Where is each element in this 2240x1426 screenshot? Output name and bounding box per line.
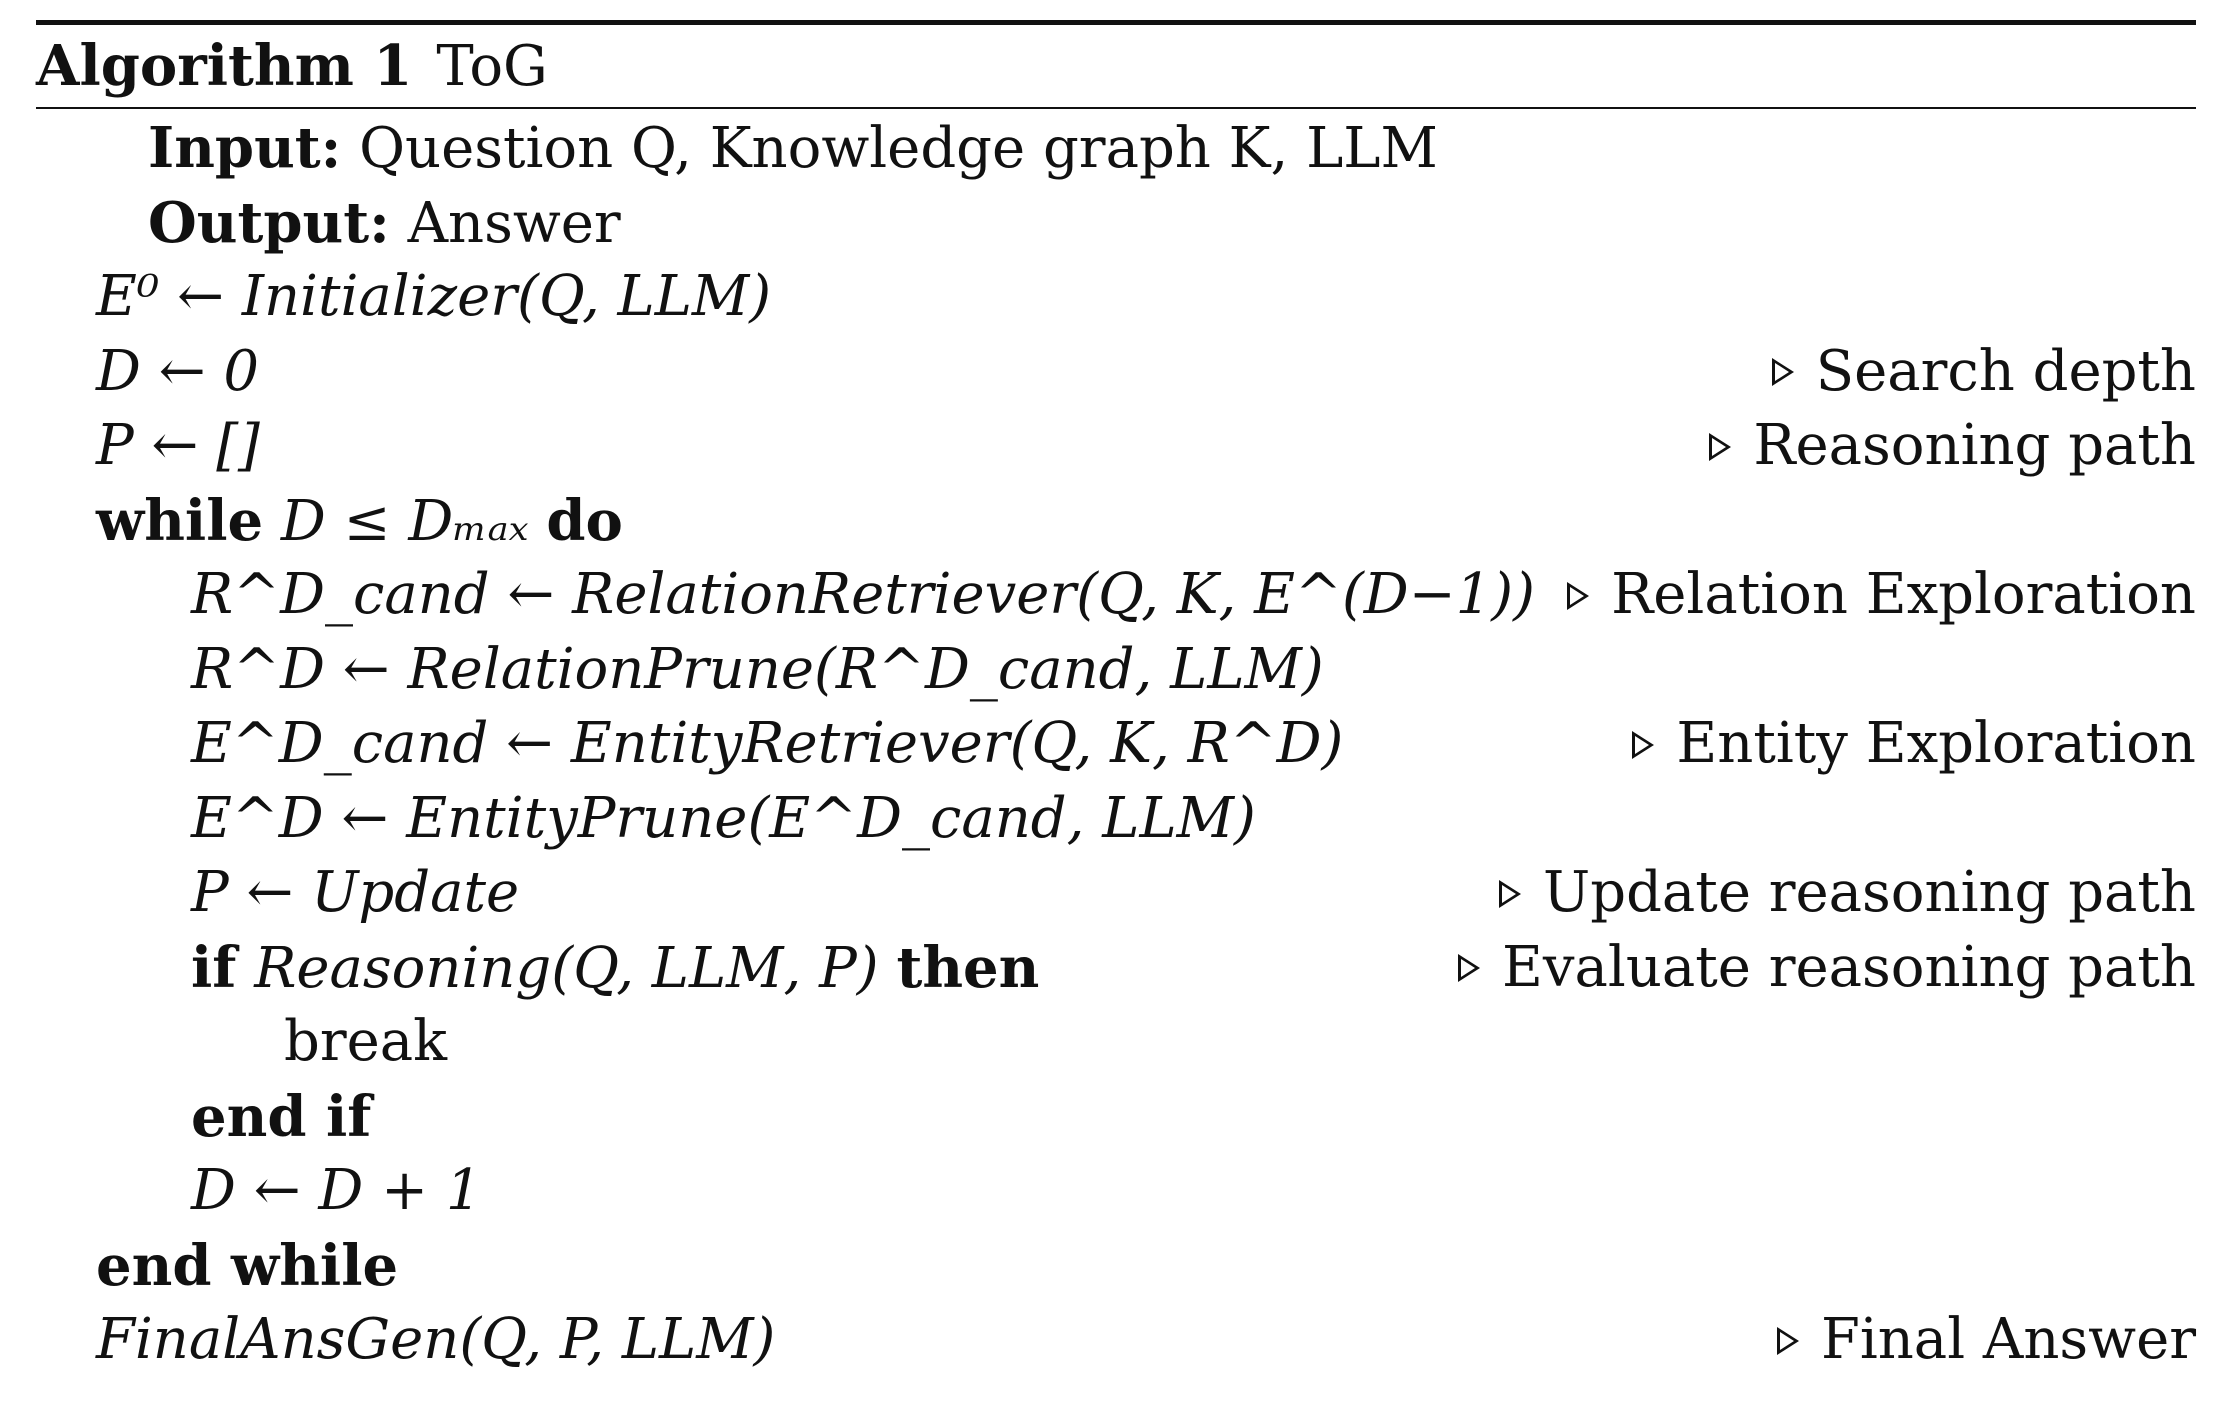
line-relation-prune: R^D ← RelationPrune(R^D_cand, LLM) (36, 633, 2196, 708)
line-break-text: break (284, 1009, 448, 1074)
line-if: if Reasoning(Q, LLM, P) then Evaluate re… (36, 931, 2196, 1006)
algorithm-label: Algorithm 1 (36, 33, 413, 99)
line-entity-prune-text: E^D ← EntityPrune(E^D_cand, LLM) (191, 785, 1256, 851)
comment-update-path: Update reasoning path (1499, 856, 2196, 931)
line-relation-retriever: R^D_cand ← RelationRetriever(Q, K, E^(D−… (36, 558, 2196, 633)
comment-triangle-icon (1458, 954, 1481, 982)
input-label: Input: (148, 115, 342, 181)
while-condition: D ≤ Dₘₐₓ (280, 488, 529, 554)
line-initializer-text: E⁰ ← Initializer(Q, LLM) (96, 264, 772, 329)
comment-triangle-icon (1771, 358, 1794, 386)
line-end-if: end if (36, 1080, 2196, 1155)
output-label: Output: (148, 189, 390, 256)
keyword-end-while: end while (96, 1232, 399, 1299)
line-entity-prune: E^D ← EntityPrune(E^D_cand, LLM) (36, 782, 2196, 857)
comment-search-depth: Search depth (1771, 335, 2196, 410)
input-text: Question Q, Knowledge graph K, LLM (359, 116, 1438, 181)
keyword-do: do (546, 487, 623, 554)
comment-entity-exploration: Entity Exploration (1632, 707, 2196, 782)
line-entity-retriever: E^D_cand ← EntityRetriever(Q, K, R^D) En… (36, 707, 2196, 782)
line-initializer: E⁰ ← Initializer(Q, LLM) (36, 260, 2196, 335)
algorithm-lines: Input: Question Q, Knowledge graph K, LL… (36, 111, 2196, 1378)
comment-triangle-icon (1776, 1326, 1799, 1355)
line-end-while: end while (36, 1229, 2196, 1304)
line-entity-retriever-text: E^D_cand ← EntityRetriever(Q, K, R^D) (191, 711, 1344, 776)
line-depth-increment: D ← D + 1 (36, 1154, 2196, 1229)
if-condition: Reasoning(Q, LLM, P) (254, 935, 879, 1001)
line-update: P ← Update Update reasoning path (36, 856, 2196, 931)
line-update-text: P ← Update (191, 860, 520, 925)
keyword-end-if: end if (191, 1083, 372, 1150)
comment-final-answer: Final Answer (1776, 1303, 2196, 1378)
input-line: Input: Question Q, Knowledge graph K, LL… (36, 111, 2196, 186)
line-relation-retriever-text: R^D_cand ← RelationRetriever(Q, K, E^(D−… (191, 562, 1535, 627)
output-text: Answer (407, 190, 621, 256)
title-rule (36, 107, 2196, 109)
algorithm-name: ToG (436, 33, 548, 99)
comment-triangle-icon (1632, 730, 1655, 759)
comment-triangle-icon (1709, 432, 1732, 461)
comment-evaluate-path: Evaluate reasoning path (1458, 931, 2196, 1006)
algorithm-title: Algorithm 1 ToG (36, 25, 2196, 107)
comment-relation-exploration: Relation Exploration (1567, 558, 2196, 633)
line-relation-prune-text: R^D ← RelationPrune(R^D_cand, LLM) (191, 636, 1324, 702)
comment-triangle-icon (1499, 879, 1522, 908)
comment-reasoning-path: Reasoning path (1709, 409, 2196, 484)
keyword-while: while (96, 487, 264, 554)
algorithm-block: Algorithm 1 ToG Input: Question Q, Knowl… (36, 20, 2196, 1378)
keyword-if: if (191, 934, 237, 1001)
line-break: break (36, 1005, 2196, 1080)
comment-triangle-icon (1567, 581, 1590, 610)
line-path-init: P ← [] Reasoning path (36, 409, 2196, 484)
line-depth-init-text: D ← 0 (96, 338, 260, 404)
line-depth-init: D ← 0 Search depth (36, 335, 2196, 410)
line-path-init-text: P ← [] (96, 413, 260, 478)
line-while: while D ≤ Dₘₐₓ do (36, 484, 2196, 559)
line-final-answer-text: FinalAnsGen(Q, P, LLM) (96, 1307, 776, 1372)
line-depth-increment-text: D ← D + 1 (191, 1158, 482, 1223)
keyword-then: then (896, 934, 1040, 1001)
top-rule (36, 20, 2196, 25)
line-final-answer: FinalAnsGen(Q, P, LLM) Final Answer (36, 1303, 2196, 1378)
output-line: Output: Answer (36, 186, 2196, 261)
